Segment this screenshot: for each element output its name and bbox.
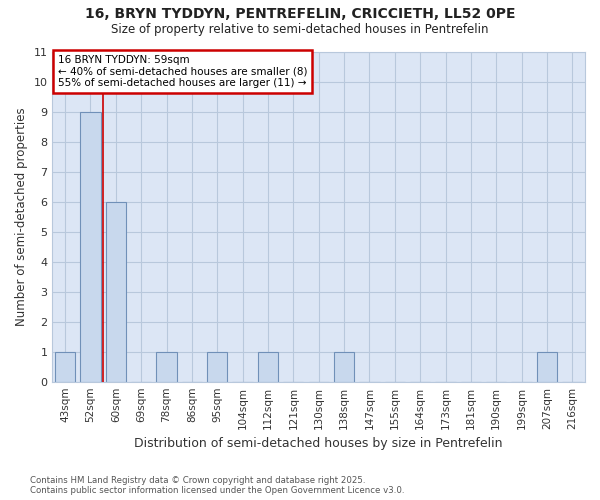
Bar <box>55 352 75 382</box>
Bar <box>106 202 126 382</box>
X-axis label: Distribution of semi-detached houses by size in Pentrefelin: Distribution of semi-detached houses by … <box>134 437 503 450</box>
Bar <box>157 352 176 382</box>
Bar <box>537 352 557 382</box>
Y-axis label: Number of semi-detached properties: Number of semi-detached properties <box>15 108 28 326</box>
Text: Size of property relative to semi-detached houses in Pentrefelin: Size of property relative to semi-detach… <box>111 22 489 36</box>
Bar <box>334 352 354 382</box>
Bar <box>80 112 101 382</box>
Text: 16 BRYN TYDDYN: 59sqm
← 40% of semi-detached houses are smaller (8)
55% of semi-: 16 BRYN TYDDYN: 59sqm ← 40% of semi-deta… <box>58 55 307 88</box>
Bar <box>207 352 227 382</box>
Text: 16, BRYN TYDDYN, PENTREFELIN, CRICCIETH, LL52 0PE: 16, BRYN TYDDYN, PENTREFELIN, CRICCIETH,… <box>85 8 515 22</box>
Bar <box>258 352 278 382</box>
Text: Contains HM Land Registry data © Crown copyright and database right 2025.
Contai: Contains HM Land Registry data © Crown c… <box>30 476 404 495</box>
